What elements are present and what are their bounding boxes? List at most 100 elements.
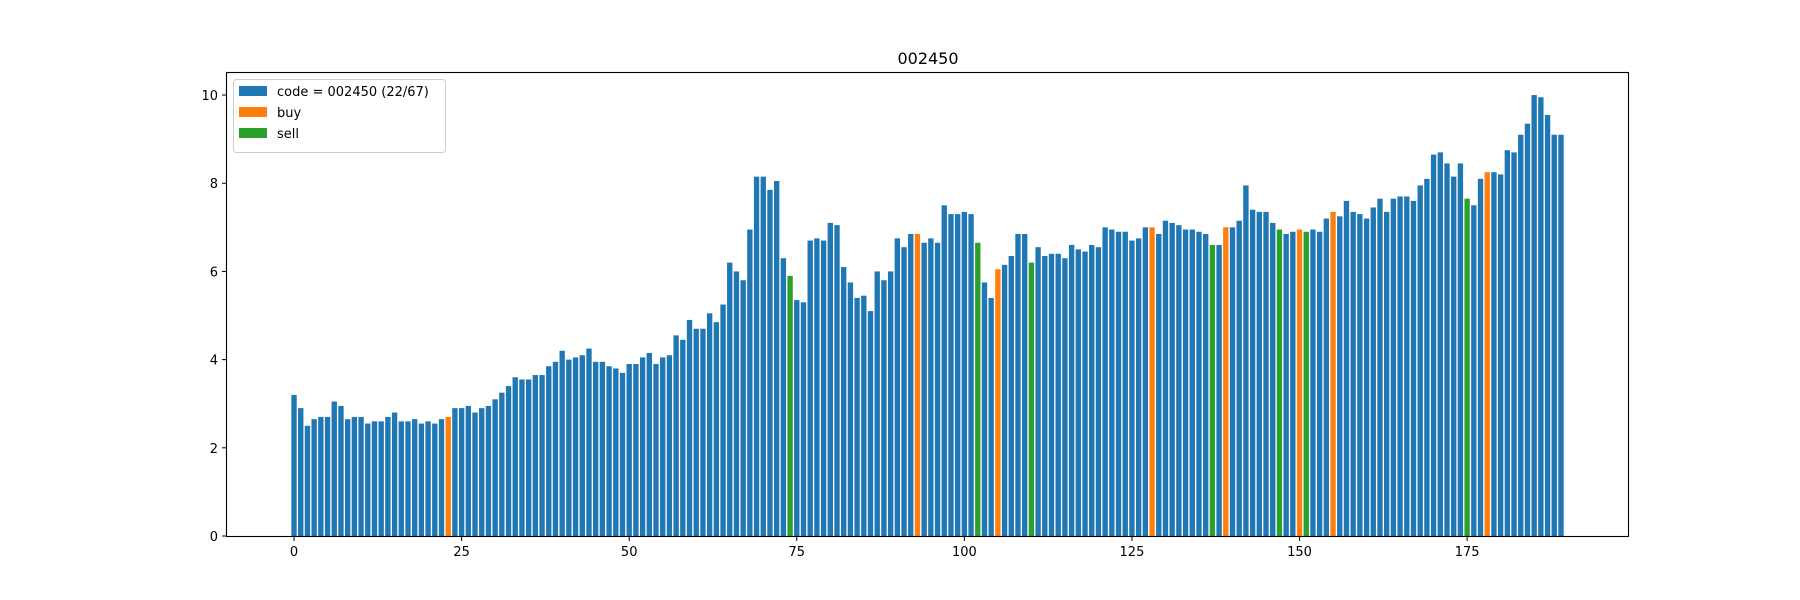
bar-price-13 bbox=[378, 421, 384, 536]
bar-price-183 bbox=[1518, 134, 1524, 537]
bar-price-184 bbox=[1524, 123, 1531, 537]
bar-price-95 bbox=[928, 238, 934, 537]
bar-price-134 bbox=[1189, 229, 1195, 537]
bar-price-40 bbox=[559, 350, 565, 536]
bar-price-72 bbox=[773, 181, 780, 536]
bar-price-0 bbox=[291, 394, 297, 536]
bar-price-120 bbox=[1095, 247, 1102, 536]
bar-price-121 bbox=[1102, 227, 1108, 536]
bar-price-39 bbox=[552, 361, 559, 536]
bar-price-101 bbox=[968, 214, 974, 536]
bar-price-170 bbox=[1430, 154, 1437, 536]
y-tick-label: 2 bbox=[210, 442, 218, 457]
y-tick-label: 6 bbox=[210, 265, 218, 280]
bar-price-84 bbox=[854, 297, 860, 536]
bar-price-68 bbox=[747, 229, 753, 537]
bar-price-148 bbox=[1283, 233, 1289, 536]
bar-price-168 bbox=[1417, 185, 1423, 536]
bar-price-6 bbox=[331, 401, 337, 536]
bar-price-129 bbox=[1156, 233, 1162, 536]
bar-price-122 bbox=[1109, 229, 1115, 537]
bar-price-185 bbox=[1531, 95, 1537, 537]
bar-price-156 bbox=[1337, 216, 1343, 536]
bar-price-169 bbox=[1424, 178, 1430, 536]
bar-price-18 bbox=[412, 419, 418, 536]
bar-price-141 bbox=[1236, 220, 1242, 536]
bar-price-70 bbox=[760, 176, 766, 536]
bar-price-87 bbox=[874, 271, 880, 536]
bar-price-166 bbox=[1404, 196, 1410, 536]
bar-price-149 bbox=[1290, 231, 1296, 537]
bar-buy-105 bbox=[995, 269, 1001, 536]
bar-price-179 bbox=[1491, 172, 1497, 536]
y-tick-label: 4 bbox=[210, 354, 218, 369]
bar-price-28 bbox=[479, 408, 485, 536]
bar-price-19 bbox=[418, 423, 425, 536]
bar-price-63 bbox=[713, 322, 720, 536]
bar-price-4 bbox=[318, 416, 324, 536]
bar-price-3 bbox=[311, 419, 317, 536]
bar-price-33 bbox=[512, 377, 518, 536]
bar-price-58 bbox=[680, 339, 686, 536]
bar-price-42 bbox=[572, 357, 579, 536]
bar-price-181 bbox=[1504, 150, 1511, 537]
bar-price-138 bbox=[1216, 244, 1222, 536]
bar-price-10 bbox=[358, 416, 364, 536]
bar-price-116 bbox=[1068, 244, 1075, 536]
chart-title: 002450 bbox=[897, 49, 958, 68]
bar-price-46 bbox=[599, 361, 606, 536]
bar-price-43 bbox=[579, 355, 585, 536]
bar-price-115 bbox=[1062, 258, 1068, 536]
bar-price-75 bbox=[794, 300, 800, 536]
bar-price-71 bbox=[767, 189, 773, 536]
bar-buy-150 bbox=[1296, 229, 1303, 537]
bar-price-65 bbox=[727, 262, 733, 536]
bar-price-127 bbox=[1142, 227, 1149, 536]
legend-label: code = 002450 (22/67) bbox=[277, 85, 429, 100]
bar-price-2 bbox=[304, 425, 311, 536]
y-tick-label: 0 bbox=[210, 530, 218, 545]
bar-price-112 bbox=[1042, 256, 1048, 536]
bar-price-91 bbox=[901, 247, 907, 536]
bar-buy-155 bbox=[1330, 211, 1336, 536]
bar-price-176 bbox=[1471, 205, 1477, 537]
bar-price-114 bbox=[1055, 253, 1061, 537]
legend-label: sell bbox=[277, 127, 299, 142]
bar-price-50 bbox=[626, 364, 632, 536]
bar-price-49 bbox=[619, 372, 626, 536]
bar-price-99 bbox=[954, 214, 961, 536]
bar-price-104 bbox=[988, 297, 994, 536]
bar-price-131 bbox=[1169, 222, 1175, 537]
bar-price-44 bbox=[586, 348, 592, 536]
legend-swatch-buy bbox=[239, 107, 267, 117]
bar-price-51 bbox=[633, 364, 639, 536]
bar-price-153 bbox=[1316, 231, 1323, 537]
bar-price-76 bbox=[800, 302, 807, 536]
bar-price-32 bbox=[505, 386, 512, 536]
x-tick-label: 150 bbox=[1287, 545, 1312, 560]
bar-price-29 bbox=[485, 405, 492, 536]
bar-price-77 bbox=[807, 240, 813, 536]
bar-price-159 bbox=[1357, 214, 1363, 536]
bar-price-180 bbox=[1497, 174, 1504, 537]
bar-price-12 bbox=[371, 421, 378, 536]
x-tick-label: 100 bbox=[952, 545, 977, 560]
bar-price-98 bbox=[948, 214, 954, 536]
bar-price-162 bbox=[1377, 198, 1383, 537]
bar-price-161 bbox=[1370, 207, 1376, 537]
bar-price-177 bbox=[1477, 178, 1484, 536]
bar-price-152 bbox=[1310, 229, 1316, 537]
bar-price-135 bbox=[1196, 231, 1202, 537]
bar-price-187 bbox=[1544, 114, 1551, 536]
bar-price-5 bbox=[324, 416, 331, 536]
bar-price-189 bbox=[1558, 134, 1564, 537]
bar-price-132 bbox=[1176, 225, 1182, 536]
bar-price-25 bbox=[458, 408, 465, 536]
bar-price-186 bbox=[1538, 97, 1544, 536]
bar-price-30 bbox=[492, 399, 498, 536]
y-axis: 0 2 4 6 8 10 bbox=[201, 89, 227, 545]
bar-buy-23 bbox=[445, 416, 451, 536]
bar-price-157 bbox=[1343, 200, 1350, 536]
bar-buy-93 bbox=[914, 233, 921, 536]
bar-price-103 bbox=[981, 282, 988, 536]
